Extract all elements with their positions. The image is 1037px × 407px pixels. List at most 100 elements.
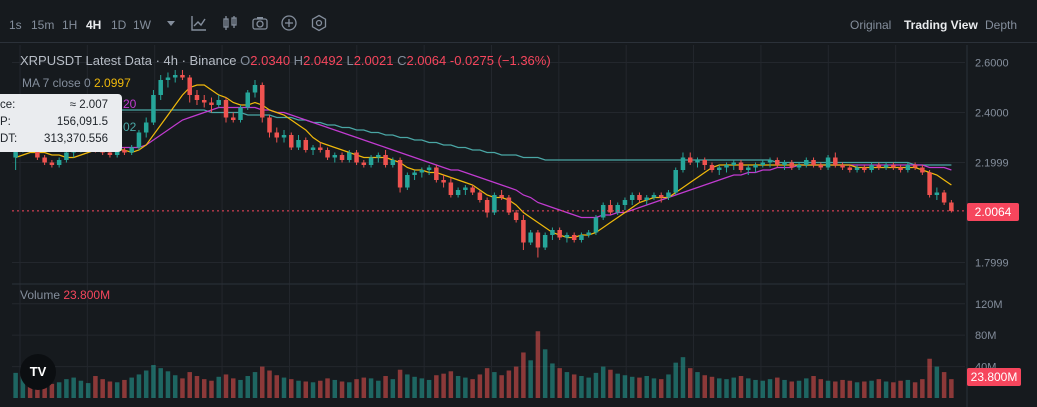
volume-bar	[593, 372, 599, 398]
candle-body	[825, 157, 831, 168]
candle-body	[542, 235, 548, 248]
interval-1s[interactable]: 1s	[9, 18, 22, 32]
candle-body	[658, 195, 664, 198]
candle-body	[260, 85, 265, 118]
volume-bar	[680, 357, 686, 398]
camera-icon[interactable]	[251, 14, 269, 32]
candle-body	[122, 150, 127, 153]
interval-1h[interactable]: 1H	[62, 18, 78, 32]
volume-bar	[274, 375, 280, 398]
candle-body	[528, 232, 533, 243]
close-value: 2.0064	[406, 53, 447, 68]
candle-body	[318, 147, 323, 150]
volume-bar	[571, 374, 577, 398]
volume-bar	[187, 372, 192, 398]
candle-body	[796, 165, 802, 168]
candle-body	[840, 165, 845, 168]
dropdown-icon[interactable]	[162, 14, 180, 32]
volume-bar	[724, 379, 729, 398]
volume-bar	[818, 379, 824, 398]
volume-bar	[238, 379, 243, 398]
candle-body	[912, 165, 918, 168]
candle-body	[441, 180, 446, 183]
candle-body	[310, 147, 316, 150]
candle-body	[593, 217, 599, 233]
candle-body	[615, 205, 620, 213]
candles	[12, 70, 965, 258]
interval-15m[interactable]: 15m	[31, 18, 55, 32]
candle-body	[811, 160, 816, 165]
candle-body	[492, 195, 497, 213]
volume-bar	[434, 375, 439, 398]
volume-bar	[651, 378, 657, 398]
candle-body	[136, 132, 142, 148]
candle-body	[64, 152, 69, 160]
volume-bar	[151, 365, 156, 398]
volume-bar	[412, 376, 417, 398]
volume-bar	[854, 382, 860, 398]
volume-bar	[912, 382, 918, 398]
volume-bar	[883, 381, 889, 398]
candle-body	[513, 212, 519, 220]
volume-bar	[941, 372, 947, 398]
interval-1w[interactable]: 1W	[133, 18, 151, 32]
candle-style-icon[interactable]	[221, 14, 239, 32]
candle-body	[854, 167, 860, 170]
candle-body	[724, 165, 729, 168]
price-tick-label: 1.7999	[975, 258, 1009, 270]
volume-bar	[172, 375, 178, 398]
volume-bar	[615, 373, 620, 398]
volume-bar	[368, 378, 374, 398]
info-tooltip: ce: ≈ 2.007 P: 156,091.5 DT: 313,370.556	[0, 94, 122, 152]
candle-body	[376, 155, 381, 158]
candle-body	[934, 192, 940, 195]
candle-body	[760, 162, 766, 165]
candle-body	[383, 155, 388, 165]
volume-bar	[158, 368, 163, 398]
volume-bar	[376, 380, 381, 398]
candle-body	[35, 147, 40, 158]
candle-body	[804, 160, 809, 165]
last-volume-tag: 23.800M	[967, 368, 1021, 386]
volume-label: Volume	[20, 288, 61, 302]
volume-bar	[542, 349, 548, 398]
candle-body	[637, 195, 642, 200]
view-depth[interactable]: Depth	[985, 18, 1018, 32]
candle-body	[673, 170, 678, 193]
candle-body	[571, 235, 577, 240]
volume-bar	[535, 331, 541, 398]
volume-bar	[463, 377, 468, 398]
candle-body	[180, 75, 185, 78]
volume-bar	[557, 368, 562, 398]
volume-bar	[13, 372, 18, 398]
last-price-tag: 2.0064	[967, 203, 1019, 221]
line-tool-icon[interactable]	[190, 14, 208, 32]
volume-bar	[695, 372, 700, 398]
tooltip-value: 313,370.556	[44, 133, 108, 145]
view-trading-view[interactable]: Trading View	[904, 18, 978, 32]
volume-bar	[114, 382, 120, 398]
add-indicator-icon[interactable]	[280, 14, 298, 32]
interval-4h[interactable]: 4H	[86, 18, 102, 32]
volume-value: 23.800M	[63, 288, 111, 302]
candle-body	[484, 200, 490, 213]
candle-body	[702, 160, 707, 165]
candle-body	[368, 157, 374, 165]
candle-body	[680, 157, 686, 170]
view-original[interactable]: Original	[850, 18, 892, 32]
volume-bar	[869, 380, 874, 398]
candle-body	[876, 165, 882, 168]
interval-1d[interactable]: 1D	[111, 18, 127, 32]
candle-body	[165, 77, 171, 80]
candle-body	[361, 162, 367, 165]
settings-icon[interactable]	[310, 14, 328, 32]
candle-body	[521, 220, 526, 243]
ma-value: 2.0997	[94, 76, 131, 90]
candle-body	[129, 147, 134, 153]
candle-body	[847, 167, 853, 170]
candle-body	[245, 92, 250, 108]
tooltip-key: DT:	[0, 133, 18, 145]
volume-bar	[528, 360, 533, 398]
